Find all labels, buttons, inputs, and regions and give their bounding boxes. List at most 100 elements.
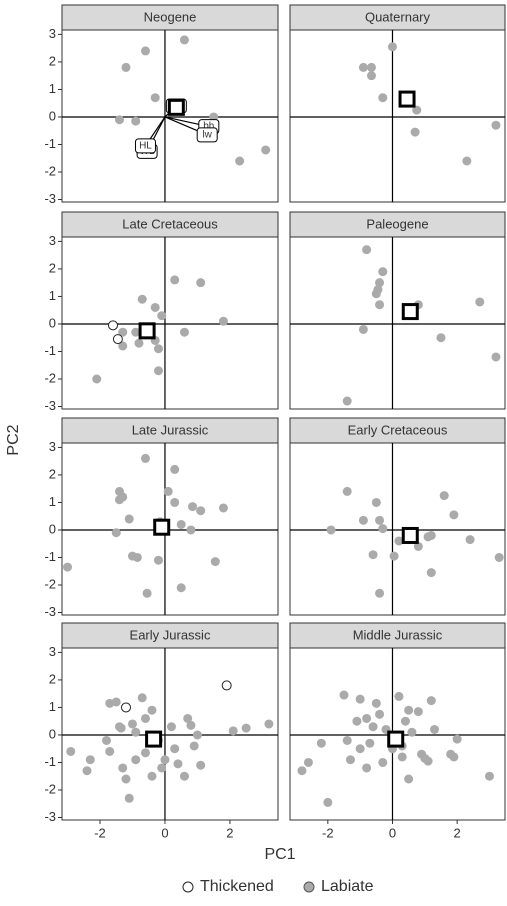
point xyxy=(124,793,134,803)
point xyxy=(389,551,399,561)
point xyxy=(140,713,150,723)
point xyxy=(121,774,131,784)
panel xyxy=(289,236,506,410)
loading-label: lw xyxy=(202,129,212,140)
point xyxy=(400,716,410,726)
point xyxy=(426,696,436,706)
centroid xyxy=(387,730,405,748)
point xyxy=(147,771,157,781)
point xyxy=(137,294,147,304)
point xyxy=(118,341,128,351)
point xyxy=(404,774,414,784)
point xyxy=(339,690,349,700)
point xyxy=(137,693,147,703)
point xyxy=(131,116,141,126)
point xyxy=(118,327,128,337)
point xyxy=(365,738,375,748)
x-axis-label: PC1 xyxy=(264,846,295,863)
centroid xyxy=(145,730,163,748)
point xyxy=(132,552,142,562)
point xyxy=(111,528,121,538)
panel-title: Quaternary xyxy=(365,9,431,24)
point xyxy=(150,93,160,103)
y-tick-label: -1 xyxy=(44,343,56,358)
point xyxy=(423,756,433,766)
y-tick-label: -2 xyxy=(44,163,56,178)
strip xyxy=(61,417,279,444)
y-tick-label: -2 xyxy=(44,370,56,385)
panel-title: Late Jurassic xyxy=(132,422,209,437)
point xyxy=(323,797,333,807)
centroid xyxy=(138,322,156,340)
panel-title: Early Cretaceous xyxy=(348,422,448,437)
point xyxy=(134,338,144,348)
point xyxy=(378,524,388,534)
point xyxy=(142,588,152,598)
point xyxy=(107,320,118,331)
loading-label-box xyxy=(134,138,156,154)
strip xyxy=(289,622,506,649)
point xyxy=(66,746,76,756)
panel-title: Early Jurassic xyxy=(130,627,211,642)
point xyxy=(394,536,404,546)
point xyxy=(153,344,163,354)
panel xyxy=(61,647,279,821)
point xyxy=(166,722,176,732)
point xyxy=(63,562,73,572)
y-tick-label: -3 xyxy=(44,191,56,206)
point xyxy=(397,752,407,762)
y-tick-label: -3 xyxy=(44,604,56,619)
point xyxy=(121,62,131,72)
point xyxy=(371,289,381,299)
strip xyxy=(289,211,506,238)
panel xyxy=(289,29,506,203)
loading-label-box xyxy=(196,127,218,143)
y-tick-label: -2 xyxy=(44,576,56,591)
point xyxy=(368,722,378,732)
point xyxy=(426,568,436,578)
point xyxy=(366,71,376,81)
point xyxy=(140,46,150,56)
point xyxy=(179,35,189,45)
point xyxy=(358,324,368,334)
y-tick-label: -2 xyxy=(44,781,56,796)
point xyxy=(160,755,170,765)
point xyxy=(342,735,352,745)
point xyxy=(264,719,274,729)
point xyxy=(150,302,160,312)
y-tick-label: -1 xyxy=(44,754,56,769)
point xyxy=(430,724,440,734)
y-tick-label: 3 xyxy=(49,439,56,454)
point xyxy=(316,738,326,748)
point xyxy=(173,759,183,769)
point xyxy=(189,741,199,751)
panel xyxy=(61,236,279,410)
point xyxy=(303,757,313,767)
legend-marker xyxy=(182,881,194,893)
panel-title: Paleogene xyxy=(366,216,428,231)
point xyxy=(375,709,385,719)
point xyxy=(153,366,163,376)
point xyxy=(352,716,362,726)
point xyxy=(362,713,372,723)
point xyxy=(210,557,220,567)
point xyxy=(358,62,368,72)
point xyxy=(407,727,417,737)
point xyxy=(192,730,202,740)
point xyxy=(196,760,206,770)
point xyxy=(186,720,196,730)
point xyxy=(378,757,388,767)
x-tick-label: 0 xyxy=(161,825,168,840)
strip xyxy=(61,622,279,649)
point xyxy=(449,752,459,762)
point xyxy=(221,680,232,691)
point xyxy=(183,713,193,723)
point xyxy=(412,105,422,115)
point xyxy=(127,719,137,729)
point xyxy=(394,691,404,701)
point xyxy=(358,515,368,525)
point xyxy=(491,352,501,362)
panel-title: Late Cretaceous xyxy=(122,216,218,231)
centroid xyxy=(401,526,419,544)
point xyxy=(410,127,420,137)
